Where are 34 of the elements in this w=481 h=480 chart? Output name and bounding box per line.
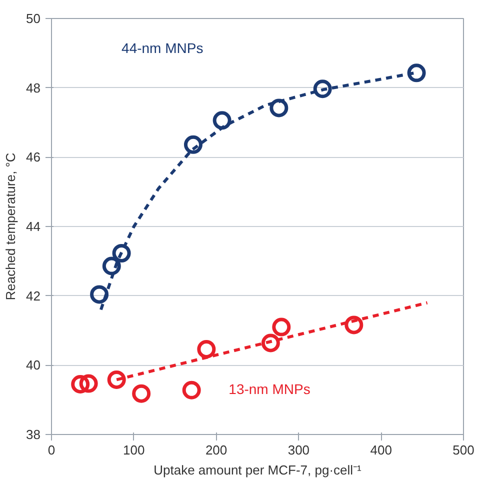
point (197, 340, 216, 358)
point (344, 316, 364, 334)
point (270, 98, 288, 118)
x-tick-label: 300 (288, 442, 310, 458)
point (102, 256, 121, 276)
x-tick-label: 100 (123, 442, 145, 458)
point (212, 111, 232, 130)
point (313, 80, 332, 98)
x-tick-label: 0 (48, 442, 56, 458)
y-axis-title: Reached temperature, °C (3, 152, 18, 300)
point (71, 375, 90, 394)
y-tick-label: 44 (26, 219, 41, 234)
point (182, 380, 201, 400)
x-tick-label: 200 (205, 442, 228, 458)
y-tick-label: 38 (26, 427, 41, 442)
point (132, 384, 151, 403)
x-tick-label: 500 (452, 442, 474, 458)
point (407, 64, 426, 82)
y-tick-label: 50 (26, 11, 41, 26)
point (184, 135, 202, 154)
point (272, 318, 291, 336)
point (112, 244, 131, 262)
y-tick-label: 48 (26, 80, 41, 96)
point (261, 334, 280, 352)
text: 44-nm MNPs (122, 40, 204, 56)
y-tick-label: 42 (26, 288, 41, 304)
x-tick-label: 400 (370, 442, 392, 458)
point (79, 374, 98, 393)
y-tick-label: 40 (26, 358, 41, 373)
y-tick-label: 46 (26, 150, 41, 165)
x-axis-title: Uptake amount per MCF-7, pg·cell⁻¹ (154, 462, 362, 478)
point (90, 285, 109, 304)
point (107, 370, 126, 389)
text: 13-nm MNPs (228, 381, 310, 398)
